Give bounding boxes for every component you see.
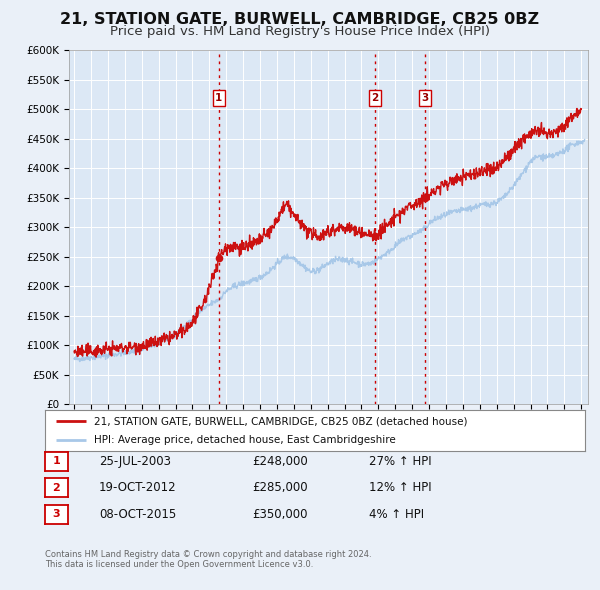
Text: Price paid vs. HM Land Registry's House Price Index (HPI): Price paid vs. HM Land Registry's House … bbox=[110, 25, 490, 38]
Text: This data is licensed under the Open Government Licence v3.0.: This data is licensed under the Open Gov… bbox=[45, 560, 313, 569]
Text: 3: 3 bbox=[422, 93, 429, 103]
Text: 21, STATION GATE, BURWELL, CAMBRIDGE, CB25 0BZ (detached house): 21, STATION GATE, BURWELL, CAMBRIDGE, CB… bbox=[94, 416, 467, 426]
Text: 19-OCT-2012: 19-OCT-2012 bbox=[99, 481, 176, 494]
Text: 4% ↑ HPI: 4% ↑ HPI bbox=[369, 508, 424, 521]
Text: 25-JUL-2003: 25-JUL-2003 bbox=[99, 455, 171, 468]
Text: 2: 2 bbox=[371, 93, 379, 103]
Text: Contains HM Land Registry data © Crown copyright and database right 2024.: Contains HM Land Registry data © Crown c… bbox=[45, 550, 371, 559]
Text: £248,000: £248,000 bbox=[252, 455, 308, 468]
Text: 1: 1 bbox=[53, 457, 60, 466]
Text: 2: 2 bbox=[53, 483, 60, 493]
Text: 21, STATION GATE, BURWELL, CAMBRIDGE, CB25 0BZ: 21, STATION GATE, BURWELL, CAMBRIDGE, CB… bbox=[61, 12, 539, 27]
Text: 27% ↑ HPI: 27% ↑ HPI bbox=[369, 455, 431, 468]
Text: 12% ↑ HPI: 12% ↑ HPI bbox=[369, 481, 431, 494]
Text: HPI: Average price, detached house, East Cambridgeshire: HPI: Average price, detached house, East… bbox=[94, 435, 395, 445]
Text: 3: 3 bbox=[53, 510, 60, 519]
Text: £350,000: £350,000 bbox=[252, 508, 308, 521]
Text: £285,000: £285,000 bbox=[252, 481, 308, 494]
Text: 08-OCT-2015: 08-OCT-2015 bbox=[99, 508, 176, 521]
Text: 1: 1 bbox=[215, 93, 223, 103]
